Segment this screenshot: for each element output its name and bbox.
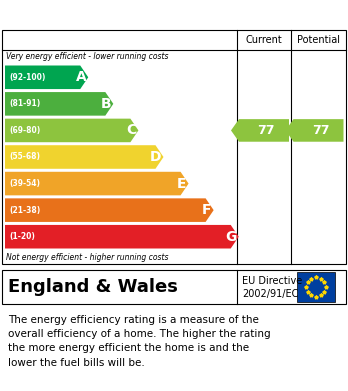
Text: Potential: Potential — [297, 35, 340, 45]
Text: Current: Current — [246, 35, 282, 45]
Text: (1-20): (1-20) — [9, 232, 35, 241]
Text: The energy efficiency rating is a measure of the
overall efficiency of a home. T: The energy efficiency rating is a measur… — [8, 315, 271, 368]
Text: (39-54): (39-54) — [9, 179, 40, 188]
Text: (69-80): (69-80) — [9, 126, 40, 135]
Text: Not energy efficient - higher running costs: Not energy efficient - higher running co… — [6, 253, 168, 262]
Text: D: D — [150, 150, 161, 164]
Text: (81-91): (81-91) — [9, 99, 40, 108]
Text: Very energy efficient - lower running costs: Very energy efficient - lower running co… — [6, 52, 168, 61]
Text: F: F — [202, 203, 212, 217]
Text: A: A — [76, 70, 86, 84]
Text: England & Wales: England & Wales — [8, 278, 178, 296]
Polygon shape — [5, 118, 139, 142]
Polygon shape — [5, 198, 214, 222]
Text: B: B — [101, 97, 111, 111]
Text: E: E — [177, 177, 187, 190]
Text: C: C — [126, 124, 136, 137]
Polygon shape — [5, 66, 88, 89]
Polygon shape — [231, 119, 289, 142]
Bar — [297, 272, 335, 302]
Polygon shape — [5, 145, 164, 169]
Bar — [2, 270, 346, 304]
Text: 77: 77 — [257, 124, 275, 137]
Text: 77: 77 — [312, 124, 329, 137]
Text: (92-100): (92-100) — [9, 73, 45, 82]
Polygon shape — [5, 225, 239, 249]
Text: (55-68): (55-68) — [9, 152, 40, 161]
Text: 2002/91/EC: 2002/91/EC — [242, 289, 298, 299]
Text: Energy Efficiency Rating: Energy Efficiency Rating — [9, 5, 211, 20]
Polygon shape — [285, 119, 343, 142]
Text: (21-38): (21-38) — [9, 206, 40, 215]
Polygon shape — [5, 92, 113, 116]
Text: EU Directive: EU Directive — [242, 276, 302, 286]
Polygon shape — [5, 172, 189, 196]
Text: G: G — [226, 230, 237, 244]
